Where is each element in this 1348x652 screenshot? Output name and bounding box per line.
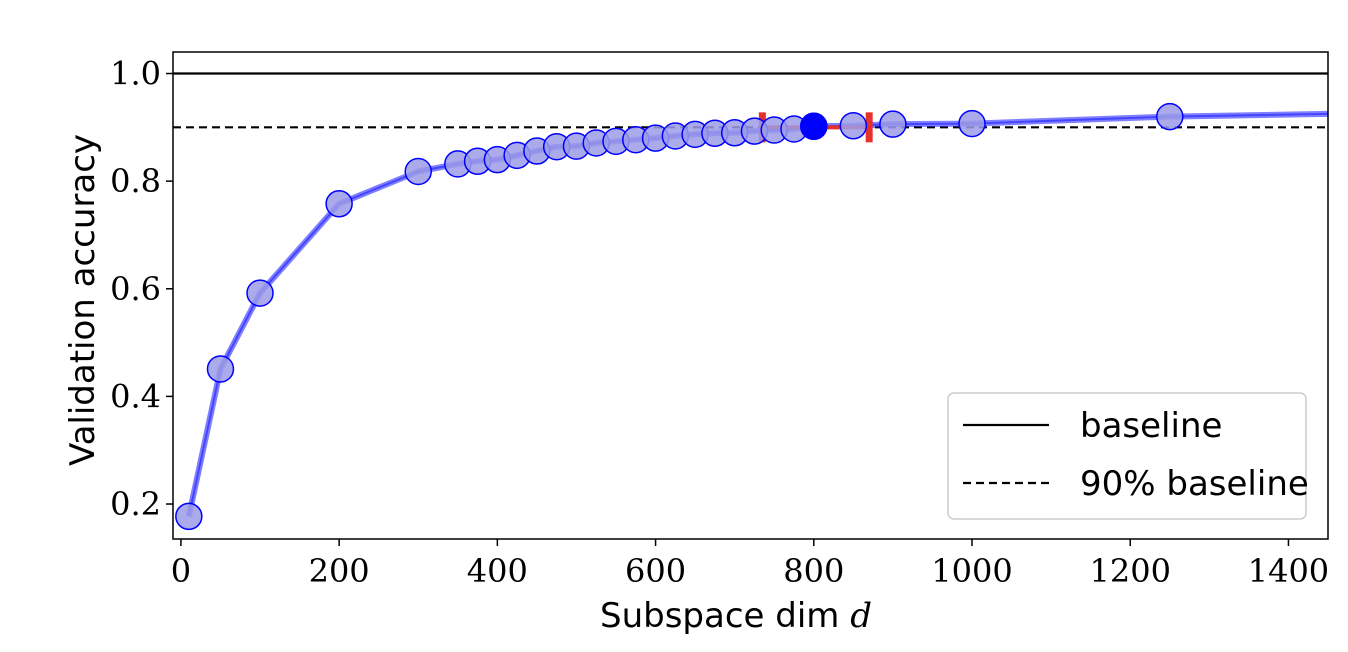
data-point xyxy=(325,190,353,218)
x-tick-label: 1200 xyxy=(1090,552,1171,590)
y-axis-label: Validation accuracy xyxy=(63,134,103,466)
x-axis-label-text: Subspace dim xyxy=(600,596,839,636)
x-tick-label: 800 xyxy=(783,552,844,590)
y-tick-label: 0.8 xyxy=(110,162,161,200)
x-tick-label: 1000 xyxy=(931,552,1012,590)
x-axis-label-variable: d xyxy=(850,596,872,636)
y-axis-ticks: 0.2 0.4 0.6 0.8 1.0 xyxy=(110,55,173,523)
data-point xyxy=(879,110,907,138)
x-axis-label: Subspace dim d xyxy=(600,596,872,636)
x-tick-label: 0 xyxy=(171,552,191,590)
data-point xyxy=(404,157,432,186)
interval-marker-high xyxy=(865,112,873,143)
data-point xyxy=(1156,102,1184,131)
data-point xyxy=(206,355,235,383)
data-point xyxy=(246,279,274,307)
legend-90-baseline-label: 90% baseline xyxy=(1080,464,1309,504)
y-tick-label: 0.2 xyxy=(110,485,161,523)
x-tick-label: 200 xyxy=(309,552,370,590)
y-tick-label: 1.0 xyxy=(110,55,161,93)
legend: baseline 90% baseline xyxy=(947,392,1309,520)
highlight-point xyxy=(800,112,828,141)
y-tick-label: 0.6 xyxy=(110,270,161,308)
legend-baseline-label: baseline xyxy=(1080,406,1222,446)
data-point xyxy=(175,502,203,531)
y-tick-label: 0.4 xyxy=(110,377,161,415)
highlight-marker xyxy=(800,112,828,141)
x-tick-label: 600 xyxy=(625,552,686,590)
x-tick-label: 1400 xyxy=(1248,552,1329,590)
x-tick-label: 400 xyxy=(467,552,528,590)
plot-area xyxy=(173,72,1329,531)
plot-frame xyxy=(172,51,1329,540)
data-point xyxy=(839,111,868,140)
x-axis-ticks: 0 200 400 600 800 1000 1200 1400 xyxy=(171,539,1329,590)
data-point xyxy=(958,109,986,138)
